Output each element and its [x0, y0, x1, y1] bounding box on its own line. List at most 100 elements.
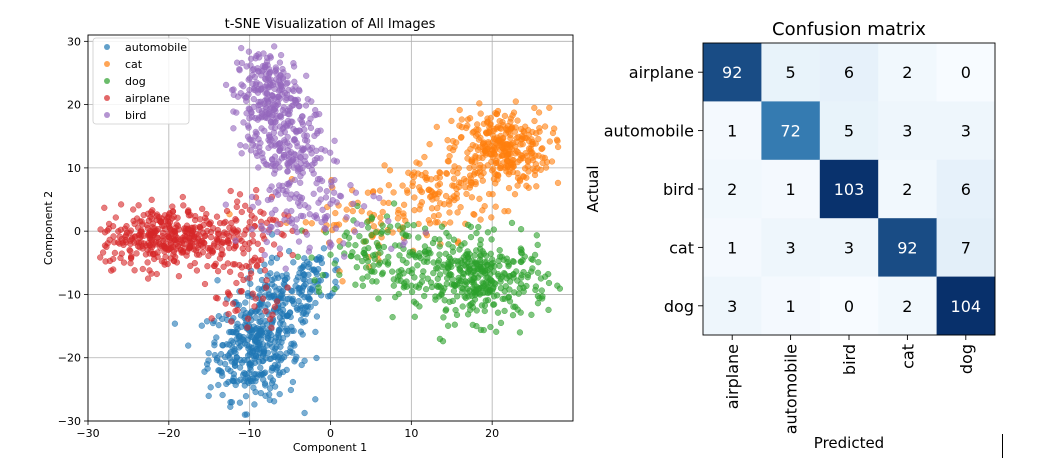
tsne-point-cat — [416, 206, 423, 213]
tsne-point-dog — [488, 236, 495, 243]
tsne-point-dog — [361, 246, 368, 253]
tsne-point-airplane — [146, 241, 153, 249]
tsne-point-airplane — [149, 220, 157, 227]
tsne-point-airplane — [238, 208, 245, 216]
tsne-point-dog — [376, 259, 384, 266]
confusion-matrix-cell — [936, 218, 996, 277]
tsne-point-dog — [364, 219, 371, 226]
tsne-point-airplane — [110, 233, 117, 240]
tsne-point-automobile — [261, 348, 268, 355]
tsne-point-automobile — [268, 254, 276, 261]
tsne-point-airplane — [195, 231, 203, 238]
tsne-point-airplane — [110, 266, 117, 273]
tsne-point-cat — [506, 168, 513, 175]
tsne-point-cat — [476, 144, 483, 151]
tsne-point-bird — [310, 170, 317, 177]
tsne-point-cat — [529, 128, 536, 136]
tsne-point-bird — [289, 118, 296, 125]
tsne-point-airplane — [174, 214, 181, 221]
confusion-matrix-cell — [936, 276, 996, 336]
tsne-point-dog — [419, 272, 426, 280]
tsne-point-airplane — [238, 237, 245, 244]
confusion-matrix-cell — [819, 276, 879, 336]
tsne-point-dog — [352, 281, 359, 288]
tsne-point-automobile — [240, 333, 247, 341]
tsne-point-bird — [237, 141, 244, 149]
tsne-point-dog — [484, 229, 492, 236]
tsne-point-bird — [280, 153, 288, 161]
tsne-point-automobile — [238, 323, 245, 331]
confusion-matrix-title: Confusion matrix — [772, 19, 926, 40]
tsne-point-bird — [297, 160, 305, 167]
tsne-point-cat — [458, 116, 465, 123]
tsne-point-dog — [508, 219, 516, 227]
tsne-point-cat — [505, 150, 512, 158]
tsne-point-airplane — [190, 246, 198, 253]
confusion-matrix-cell — [703, 43, 762, 102]
tsne-point-automobile — [266, 355, 273, 363]
tsne-point-dog — [466, 287, 473, 294]
confusion-matrix-column-label: automobile — [782, 344, 801, 434]
tsne-point-airplane — [105, 220, 113, 228]
tsne-point-automobile — [301, 357, 308, 364]
tsne-point-dog — [438, 223, 446, 230]
tsne-point-airplane — [274, 298, 281, 305]
tsne-point-cat — [522, 150, 529, 157]
tsne-point-airplane — [196, 238, 203, 245]
tsne-point-dog — [469, 276, 476, 284]
tsne-point-airplane — [162, 253, 169, 261]
tsne-point-cat — [476, 154, 483, 161]
tsne-point-airplane — [233, 203, 240, 211]
tsne-point-cat — [457, 179, 465, 187]
tsne-point-bird — [332, 225, 339, 232]
tsne-point-dog — [446, 253, 453, 261]
confusion-matrix-column-labels: airplane automobile bird cat dog — [723, 335, 976, 434]
tsne-point-dog — [365, 224, 372, 231]
tsne-point-cat — [546, 104, 553, 111]
tsne-point-dog — [457, 277, 465, 285]
tsne-point-bird — [274, 228, 281, 236]
tsne-point-automobile — [265, 294, 272, 301]
confusion-matrix-y-axis-label: Actual — [584, 166, 602, 213]
tsne-point-cat — [409, 182, 416, 190]
tsne-point-dog — [434, 265, 441, 272]
tsne-point-cat — [446, 201, 453, 208]
tsne-point-bird — [306, 244, 313, 251]
tsne-point-bird — [246, 136, 253, 143]
tsne-point-cat — [433, 174, 440, 182]
tsne-point-airplane — [208, 315, 215, 322]
tsne-point-cat — [377, 214, 384, 221]
tsne-point-airplane — [238, 264, 246, 271]
tsne-point-bird — [350, 200, 357, 207]
tsne-point-cat — [390, 189, 397, 196]
confusion-matrix-cell — [703, 218, 762, 277]
tsne-point-cat — [535, 109, 543, 116]
tsne-point-airplane — [193, 267, 201, 274]
tsne-point-dog — [406, 249, 413, 256]
tsne-point-dog — [327, 251, 334, 258]
tsne-point-dog — [439, 287, 446, 295]
tsne-point-airplane — [245, 245, 252, 253]
tsne-point-bird — [255, 68, 262, 75]
tsne-point-airplane — [249, 290, 256, 297]
tsne-point-bird — [351, 228, 359, 235]
tsne-point-bird — [272, 66, 280, 73]
tsne-point-dog — [352, 242, 359, 249]
tsne-point-bird — [301, 126, 308, 133]
tsne-point-cat — [501, 164, 509, 171]
tsne-point-dog — [462, 263, 469, 270]
tsne-point-airplane — [234, 198, 241, 205]
tsne-point-automobile — [269, 377, 277, 384]
tsne-point-airplane — [204, 227, 211, 235]
tsne-point-airplane — [130, 206, 137, 213]
tsne-point-bird — [293, 129, 300, 136]
tsne-point-bird — [267, 119, 275, 126]
tsne-point-airplane — [180, 202, 187, 209]
tsne-point-dog — [477, 245, 484, 253]
tsne-point-airplane — [262, 308, 269, 315]
tsne-point-dog — [554, 282, 561, 289]
tsne-point-bird — [318, 177, 326, 185]
tsne-point-cat — [474, 121, 481, 128]
tsne-point-dog — [496, 247, 503, 254]
tsne-point-automobile — [301, 318, 309, 325]
